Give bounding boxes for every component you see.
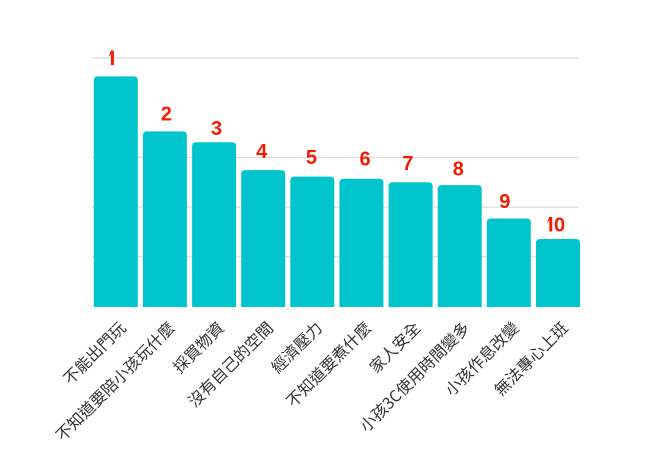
- svg-text:2: 2: [161, 103, 172, 125]
- svg-text:0: 0: [554, 215, 565, 237]
- svg-text:8: 8: [453, 158, 464, 180]
- svg-text:3: 3: [211, 118, 222, 140]
- svg-text:5: 5: [306, 147, 317, 169]
- svg-text:6: 6: [360, 148, 371, 170]
- svg-text:4: 4: [256, 141, 268, 163]
- svg-text:7: 7: [402, 153, 413, 175]
- svg-text:9: 9: [499, 191, 510, 213]
